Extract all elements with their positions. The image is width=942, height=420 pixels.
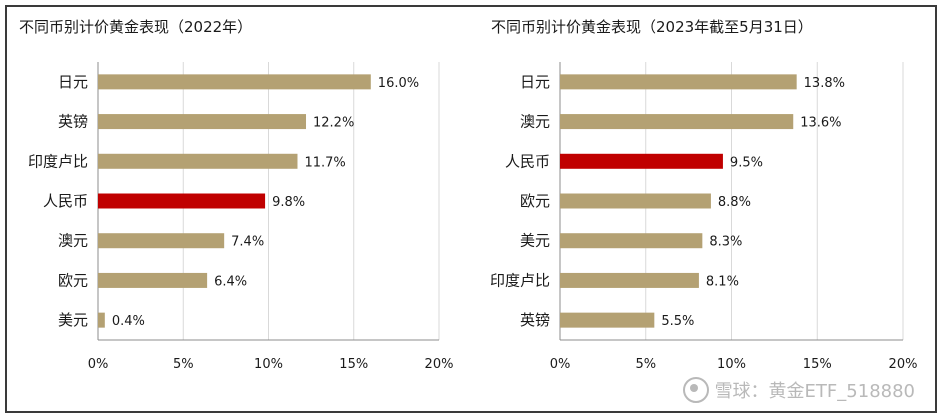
data-label: 8.1% bbox=[706, 274, 739, 289]
bar bbox=[98, 153, 298, 169]
x-tick-label: 10% bbox=[717, 357, 746, 372]
bar bbox=[98, 193, 266, 209]
x-tick-label: 20% bbox=[889, 357, 918, 372]
category-label: 英镑 bbox=[58, 113, 88, 131]
data-label: 9.5% bbox=[730, 155, 763, 170]
category-label: 美元 bbox=[58, 311, 88, 329]
category-label: 美元 bbox=[520, 232, 550, 250]
x-tick-label: 15% bbox=[803, 357, 832, 372]
bar bbox=[98, 312, 105, 328]
category-label: 欧元 bbox=[58, 271, 88, 289]
bar bbox=[560, 312, 655, 328]
data-label: 9.8% bbox=[272, 195, 305, 210]
data-label: 13.8% bbox=[804, 76, 845, 91]
category-label: 日元 bbox=[520, 73, 550, 91]
data-label: 5.5% bbox=[661, 314, 694, 329]
chart-panel-2023: 不同币别计价黄金表现（2023年截至5月31日） 0% 5% 10% 15% 20% 日元 1… bbox=[471, 7, 935, 411]
category-label: 澳元 bbox=[58, 232, 88, 250]
data-label: 8.8% bbox=[718, 195, 751, 210]
watermark-text: 雪球：黄金ETF_518880 bbox=[714, 381, 915, 402]
x-tick-label: 0% bbox=[550, 357, 571, 372]
bar bbox=[560, 272, 699, 288]
category-label: 印度卢比 bbox=[490, 271, 550, 289]
category-label: 人民币 bbox=[505, 152, 550, 170]
category-label: 澳元 bbox=[520, 113, 550, 131]
category-label: 印度卢比 bbox=[28, 152, 88, 170]
bar bbox=[98, 233, 225, 249]
snowball-logo-icon bbox=[682, 377, 709, 403]
bar-chart-2022: 不同币别计价黄金表现（2022年） 0% 5% 10% 15% 20% 日元 16.0% 英镑 1… bbox=[19, 18, 454, 372]
category-label: 英镑 bbox=[520, 311, 550, 329]
category-label: 日元 bbox=[58, 73, 88, 91]
category-label: 欧元 bbox=[520, 192, 550, 210]
bar bbox=[560, 74, 797, 90]
x-tick-label: 5% bbox=[635, 357, 656, 372]
data-label: 6.4% bbox=[214, 274, 247, 289]
data-label: 8.3% bbox=[709, 235, 742, 250]
chart-frame: 不同币别计价黄金表现（2022年） 0% 5% 10% 15% 20% 日元 16.0% 英镑 1… bbox=[5, 5, 937, 413]
watermark: 雪球：黄金ETF_518880 bbox=[682, 377, 915, 403]
bar bbox=[560, 114, 794, 130]
data-label: 16.0% bbox=[378, 76, 419, 91]
chart-title: 不同币别计价黄金表现（2023年截至5月31日） bbox=[491, 18, 813, 36]
category-label: 人民币 bbox=[43, 192, 88, 210]
x-tick-label: 10% bbox=[254, 357, 283, 372]
chart-title: 不同币别计价黄金表现（2022年） bbox=[19, 18, 252, 36]
bar bbox=[560, 153, 723, 169]
bar bbox=[98, 114, 307, 130]
data-label: 13.6% bbox=[800, 116, 841, 131]
data-label: 0.4% bbox=[112, 314, 145, 329]
bar bbox=[98, 74, 371, 90]
bar bbox=[98, 272, 208, 288]
data-label: 12.2% bbox=[313, 116, 354, 131]
bar-chart-2023: 不同币别计价黄金表现（2023年截至5月31日） 0% 5% 10% 15% 20% 日元 1… bbox=[490, 18, 918, 372]
x-tick-label: 20% bbox=[425, 357, 454, 372]
x-tick-label: 15% bbox=[339, 357, 368, 372]
x-tick-label: 5% bbox=[173, 357, 194, 372]
chart-panel-2022: 不同币别计价黄金表现（2022年） 0% 5% 10% 15% 20% 日元 16.0% 英镑 1… bbox=[7, 7, 471, 411]
bar bbox=[560, 233, 703, 249]
data-label: 11.7% bbox=[304, 155, 345, 170]
bar bbox=[560, 193, 711, 209]
x-tick-label: 0% bbox=[88, 357, 109, 372]
data-label: 7.4% bbox=[231, 235, 264, 250]
